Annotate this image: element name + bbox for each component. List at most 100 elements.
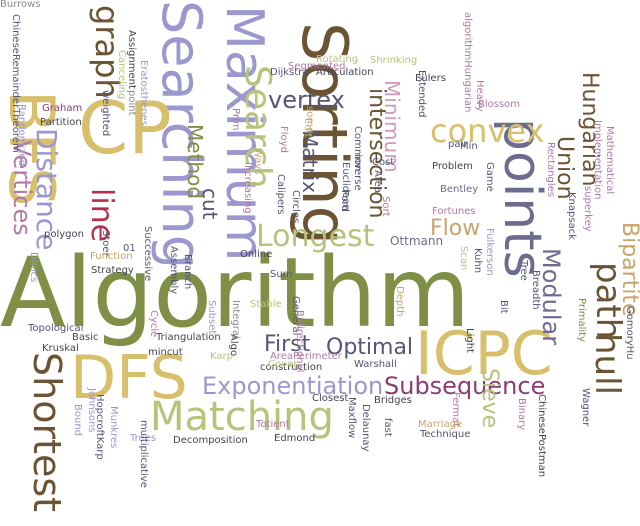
word-optimal: Optimal (326, 335, 414, 360)
word-bipartite: Bipartite (617, 222, 640, 317)
word-marriage: Marriage (418, 419, 463, 430)
word-bound: Bound (72, 404, 83, 437)
word-implementation: Implementation (592, 120, 603, 200)
word-exponentiation: Exponentiation (202, 372, 384, 400)
word-point: point (126, 90, 137, 116)
word-rotating: Rotating (316, 54, 359, 65)
word-dinics: Dinics (28, 252, 39, 283)
word-cycle: Cycle (148, 310, 159, 338)
word-karp: Karp (210, 351, 233, 362)
word-subsequence: Subsequence (384, 372, 546, 400)
word-game: Game (484, 162, 495, 192)
word-cut: cut (198, 188, 222, 220)
word-calipers: Calipers (275, 174, 286, 215)
word-convex: convex (430, 112, 545, 150)
word-algorithmhungarian: algorithmHungarian (462, 12, 473, 113)
word-flow: Flow (430, 216, 481, 241)
word-trees: Trees (130, 433, 157, 444)
word-ottmann: Ottmann (390, 234, 444, 248)
word-edmond: Edmond (274, 433, 316, 444)
word-bidirectional: Bidirectional (294, 310, 305, 373)
word-shrinking: Shrinking (370, 55, 418, 66)
word-sieve: Sieve (477, 368, 502, 429)
word-vertex: vertex (268, 86, 345, 114)
word-bridges: Bridges (374, 395, 412, 406)
word-sum: Sum (270, 269, 293, 280)
word-depth: Depth (394, 286, 405, 317)
word-closest: Closest (312, 393, 349, 404)
word-function: Function (90, 251, 133, 262)
word-polygon: polygon (44, 229, 84, 240)
word-kruskal: Kruskal (42, 343, 79, 354)
word-dfs: DFS (70, 343, 188, 413)
word-johnsons: Johnsons (86, 388, 97, 433)
word-circles: Circles (290, 190, 301, 224)
word-partition: Partition (40, 117, 82, 128)
word-modular: Modular (537, 248, 565, 346)
word-warshall: Warshall (354, 359, 397, 370)
word-binary: Binary (516, 398, 527, 431)
word-randomized: Randomized (16, 104, 27, 166)
word-munkres: Munkres (108, 406, 119, 449)
word-cost: Cost (372, 157, 395, 168)
word-stable: Stable (250, 299, 282, 310)
word-light: Light (464, 328, 475, 353)
word-sort: Sort (380, 196, 391, 217)
word-blossom: Blossom (478, 99, 521, 110)
word-chinesepostman: ChinesePostman (536, 394, 547, 478)
word-matching: Matching (150, 394, 334, 440)
word-longest: Longest (256, 219, 375, 254)
word-assignment: Assignment (126, 30, 137, 89)
word-problem: Problem (432, 161, 473, 172)
word-min: Min (460, 141, 478, 152)
word-breadth: Breadth (530, 270, 541, 310)
word-bit: Bit (498, 300, 509, 314)
word-decomposition: Decomposition (173, 435, 248, 446)
word-prim: Prim (230, 108, 241, 131)
word-maxflow: Maxflow (346, 397, 357, 439)
word-bentley: Bentley (440, 184, 479, 195)
word-online: Online (240, 249, 273, 260)
word-knapsack: Knapsack (566, 192, 577, 240)
word-graham: Graham (42, 103, 83, 114)
word-inverse: inverse (352, 154, 363, 191)
word-matrix: Matrix (298, 130, 322, 193)
word-mathematical: Mathematical (604, 126, 615, 195)
word-totient: Totient (256, 419, 290, 430)
word-burrows: Burrows (0, 0, 41, 10)
word-mincut: mincut (148, 347, 183, 358)
word-subset: Subset (206, 300, 217, 335)
word-fulkerson: Fulkerson (484, 228, 495, 276)
word-pair: pair (448, 139, 468, 150)
word-hull: hull (587, 333, 627, 395)
word-gomoryhu: GomoryHu (624, 306, 635, 360)
word-fast: fast (382, 418, 393, 437)
word-assembly: Assembly (168, 246, 179, 295)
word-delaunay: Delaunay (360, 404, 371, 452)
word-increasing: Increasing (242, 162, 253, 214)
word-integral: Integral (230, 300, 241, 339)
word-scan: Scan (458, 246, 469, 271)
word-dijkstra: Dijkstra (270, 67, 309, 78)
word-branch: Branch (182, 254, 193, 290)
word-euclidean: Euclidean (340, 162, 351, 211)
word-technique: Technique (420, 429, 471, 440)
word-some: some (304, 106, 315, 134)
word-wagner: Wagner (580, 388, 591, 427)
word-first: First (264, 332, 311, 357)
word-rectangles: Rectangles (545, 142, 556, 198)
word-weighted: weighted (100, 90, 111, 137)
word-areaperimeter: AreaPerimeter (270, 351, 342, 362)
word-construction: construction (260, 362, 323, 373)
word-kuhn: Kuhn (472, 248, 483, 274)
word-extended: Extended (416, 70, 427, 118)
word-cp: CP (78, 86, 172, 170)
word-superkey: superkey (582, 186, 593, 232)
word-algorithm: Algorithm (0, 237, 471, 349)
word-canceling: Canceling (116, 50, 127, 100)
word-01: 01 (123, 243, 136, 254)
word-shortest: Shortest (25, 352, 69, 513)
word-icpc: ICPC (415, 319, 553, 389)
word-eratosthenes: Eratosthenes (138, 60, 149, 126)
